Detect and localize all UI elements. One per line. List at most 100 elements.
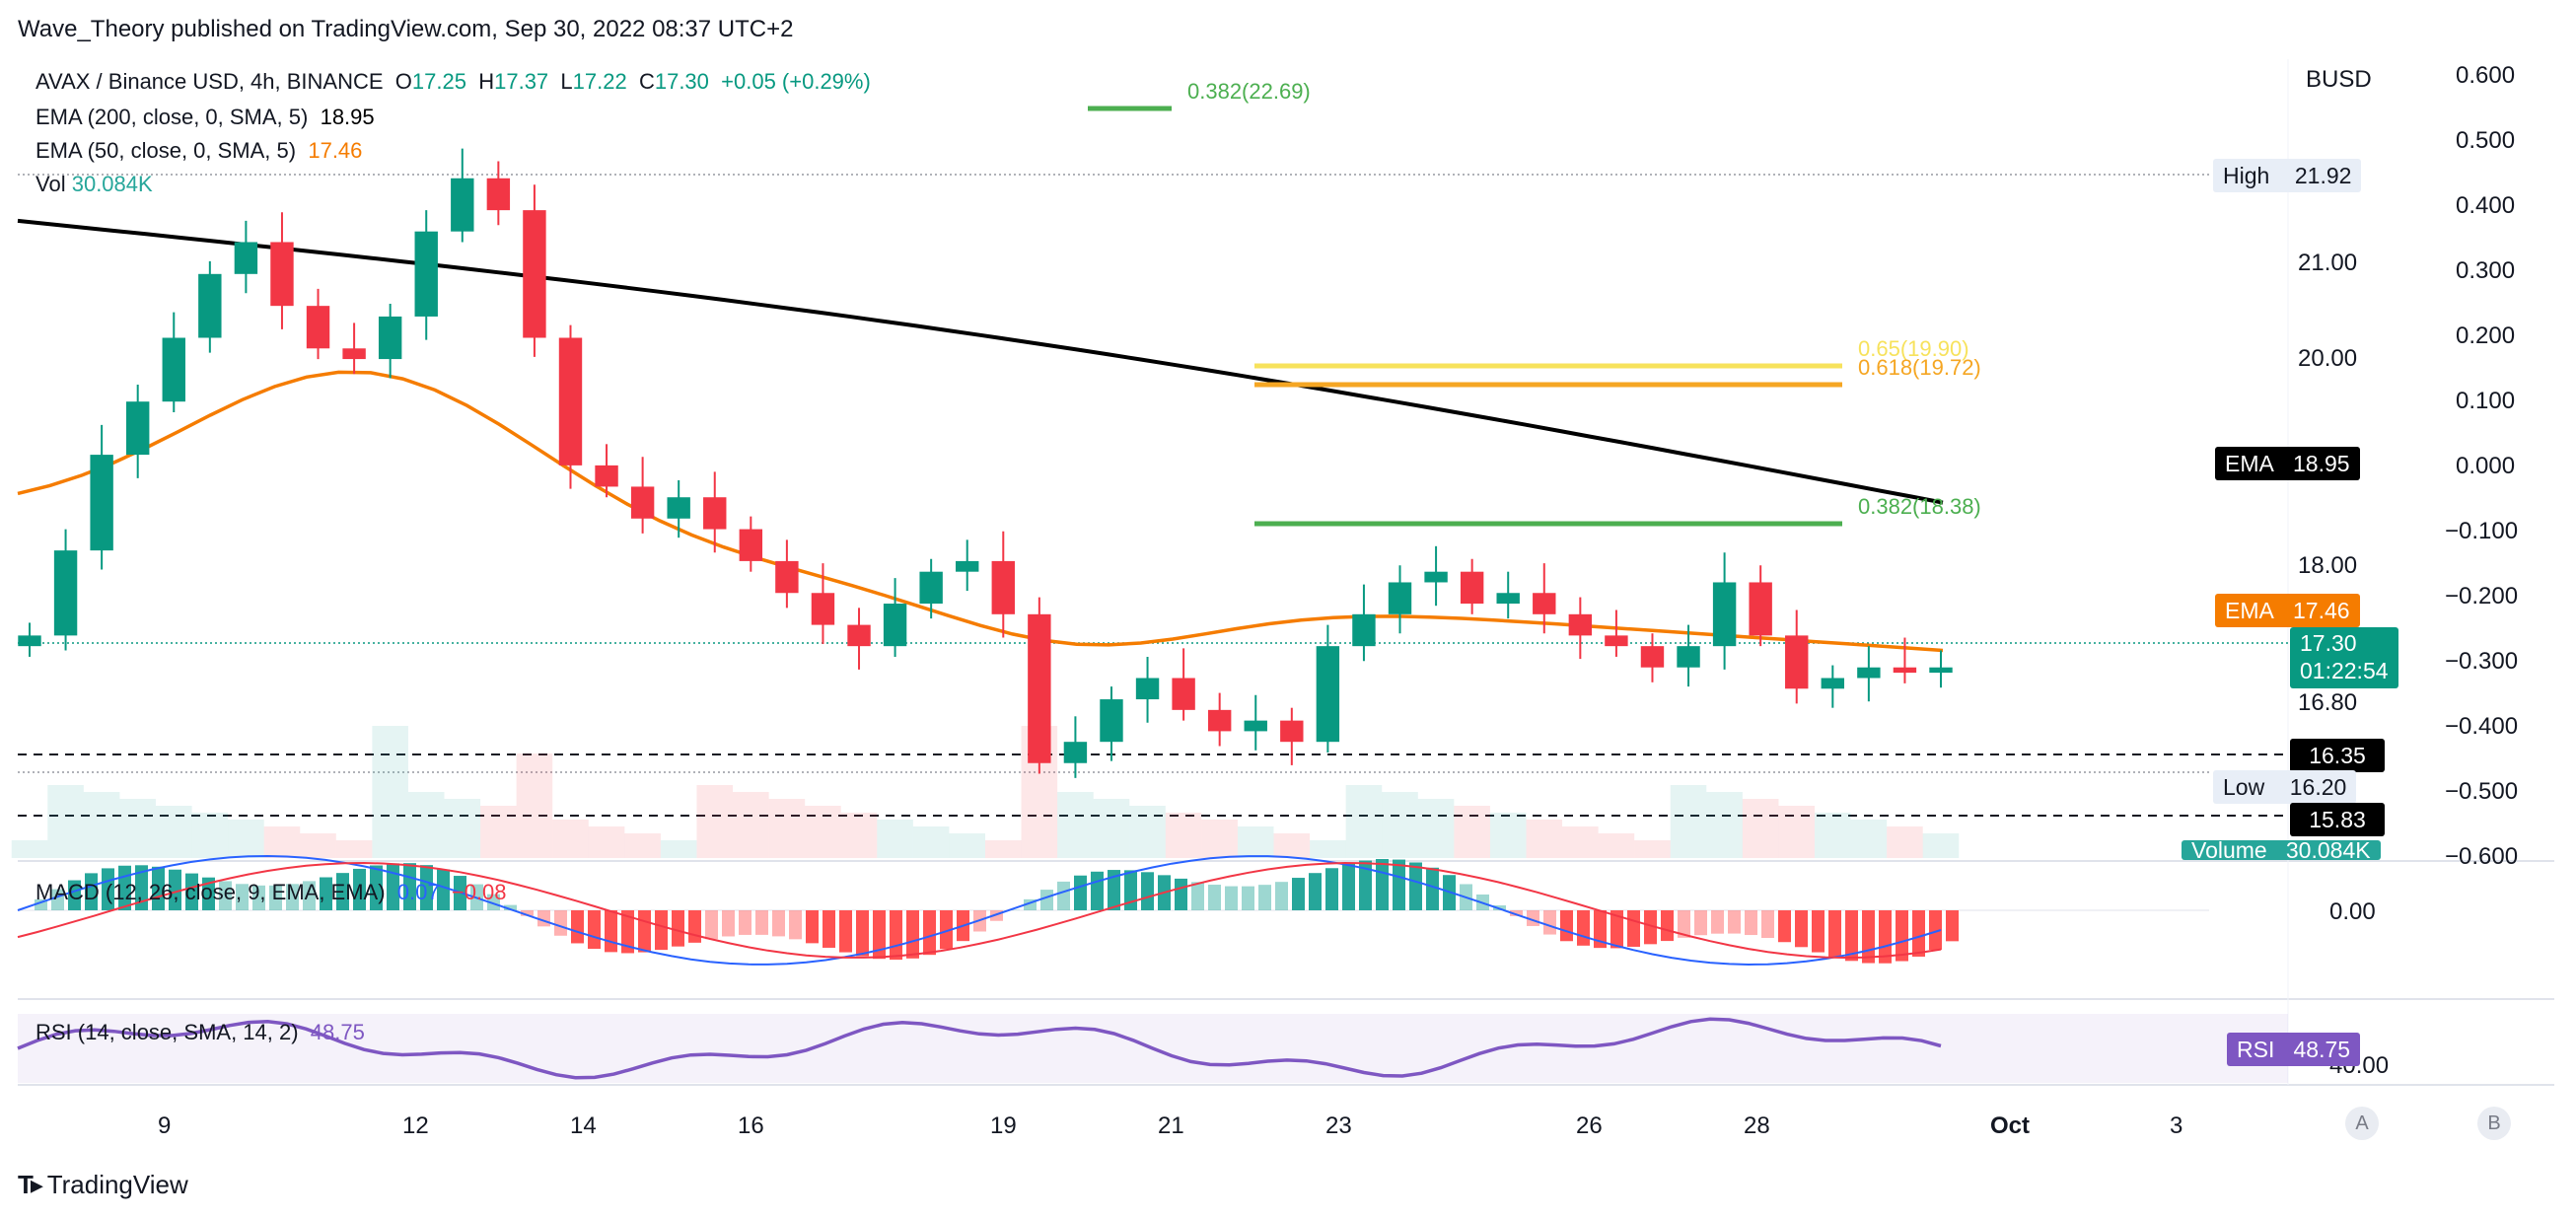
tradingview-brand: TradingView xyxy=(46,1170,188,1199)
candle xyxy=(53,529,78,651)
candle xyxy=(703,471,727,553)
candle-body xyxy=(270,242,294,307)
macd-hist-bar xyxy=(739,910,751,935)
time-tick: 14 xyxy=(570,1112,597,1139)
macd-hist-bar xyxy=(487,894,500,910)
volume-bar xyxy=(552,820,589,858)
macd-hist-bar xyxy=(1040,890,1053,910)
macd-value-scale: 0.600 0.500 0.400 0.300 0.200 0.100 0.00… xyxy=(2445,62,2518,870)
candle xyxy=(1568,597,1593,660)
time-tick: 19 xyxy=(990,1112,1017,1139)
candle-body xyxy=(1821,678,1845,689)
macd-hist-bar xyxy=(1795,910,1808,948)
candle xyxy=(1677,624,1700,687)
candle-body xyxy=(306,306,330,349)
price-tick: 21.00 xyxy=(2298,250,2357,276)
volume-legend[interactable]: Vol 30.084K xyxy=(36,172,153,197)
macd-hist-bar xyxy=(1141,872,1154,910)
macd-line xyxy=(17,854,1942,967)
macd-scale-tick: 0.500 xyxy=(2456,127,2515,154)
candle-layer xyxy=(18,148,1953,778)
macd-hist-bar xyxy=(923,910,936,956)
volume-bar xyxy=(1201,820,1238,858)
candle xyxy=(1280,707,1304,765)
volume-bar xyxy=(1129,806,1166,858)
log-scale-button[interactable]: B xyxy=(2477,1107,2511,1140)
volume-tag-value: 30.084K xyxy=(2285,840,2371,860)
candle-body xyxy=(1568,613,1593,636)
macd-scale-tick: −0.600 xyxy=(2445,843,2518,870)
signal-line xyxy=(17,861,1942,960)
ema200-legend[interactable]: EMA (200, close, 0, SMA, 5) 18.95 xyxy=(36,105,375,130)
rsi-line xyxy=(17,1017,1942,1080)
last-price-tag: 17.30 01:22:54 xyxy=(2290,627,2398,688)
volume-bar xyxy=(949,833,985,858)
candle-body xyxy=(198,273,222,338)
ema200-tag-label: EMA xyxy=(2225,451,2274,476)
macd-hist-bar xyxy=(1627,910,1640,947)
volume-bar xyxy=(1634,840,1671,858)
macd-hist-bar xyxy=(1879,910,1892,964)
change-value: +0.05 (+0.29%) xyxy=(721,69,871,94)
candle-body xyxy=(1028,613,1051,763)
low-marker-label: Low xyxy=(2223,774,2265,800)
open-value: 17.25 xyxy=(411,69,466,94)
rsi-legend[interactable]: RSI (14, close, SMA, 14, 2) 48.75 xyxy=(36,1020,365,1045)
candle xyxy=(595,444,618,498)
symbol-legend[interactable]: AVAX / Binance USD, 4h, BINANCE O17.25 H… xyxy=(36,69,871,95)
candle xyxy=(919,558,943,619)
volume-bar xyxy=(768,799,806,858)
volume-layer xyxy=(11,726,1960,858)
volume-bar xyxy=(155,806,192,858)
volume-bar xyxy=(1057,792,1094,858)
time-tick: 12 xyxy=(402,1112,429,1139)
macd-hist-bar xyxy=(839,910,852,953)
candle xyxy=(739,516,763,572)
volume-bar xyxy=(1237,826,1274,858)
candle xyxy=(847,608,871,670)
ema200-legend-label: EMA (200, close, 0, SMA, 5) xyxy=(36,105,309,129)
macd-hist-bar xyxy=(856,910,869,957)
candle-body xyxy=(1533,593,1556,614)
candle xyxy=(486,161,511,226)
candle-body xyxy=(667,497,690,519)
macd-scale-tick: −0.200 xyxy=(2445,583,2518,610)
tradingview-logo[interactable]: T▸ TradingView xyxy=(18,1170,188,1200)
ema50-price-tag: EMA 17.46 xyxy=(2215,594,2360,627)
time-tick: Oct xyxy=(1990,1112,2030,1139)
macd-hist-bar xyxy=(202,877,215,910)
macd-hist-bar xyxy=(1074,875,1087,910)
macd-hist-bar xyxy=(387,863,399,910)
candle-body xyxy=(703,497,727,530)
close-label: C xyxy=(638,69,655,94)
macd-scale-tick: 0.300 xyxy=(2456,257,2515,284)
macd-hist-bar xyxy=(1644,910,1657,945)
volume-bar xyxy=(1310,840,1346,858)
auto-scale-button[interactable]: A xyxy=(2345,1107,2379,1140)
rsi-price-tag: RSI 48.75 xyxy=(2227,1033,2361,1066)
macd-hist-bar xyxy=(269,885,282,910)
macd-hist-bar xyxy=(1728,910,1741,934)
macd-hist-bar xyxy=(252,885,265,910)
macd-hist-bar xyxy=(1309,873,1322,910)
candle xyxy=(270,212,294,329)
macd-hist-bar xyxy=(1359,860,1372,910)
tradingview-logo-icon: T▸ xyxy=(18,1170,43,1199)
symbol-title: AVAX / Binance USD, 4h, BINANCE xyxy=(36,69,384,94)
time-tick: 23 xyxy=(1325,1112,1352,1139)
macd-hist-bar xyxy=(789,910,802,940)
candle xyxy=(198,260,222,353)
volume-bar xyxy=(407,792,445,858)
macd-hist-bar xyxy=(1912,910,1925,957)
candle xyxy=(558,324,583,489)
macd-legend[interactable]: MACD (12, 26, close, 9, EMA, EMA) 0.07 −… xyxy=(36,880,507,905)
ema50-legend[interactable]: EMA (50, close, 0, SMA, 5) 17.46 xyxy=(36,138,362,164)
candle-body xyxy=(53,550,78,636)
candle xyxy=(991,531,1015,638)
volume-bar xyxy=(1562,826,1599,858)
candle xyxy=(234,220,258,294)
macd-hist-bar xyxy=(504,904,517,910)
volume-bar xyxy=(444,799,481,858)
support-tag-15-83: 15.83 xyxy=(2290,803,2385,836)
